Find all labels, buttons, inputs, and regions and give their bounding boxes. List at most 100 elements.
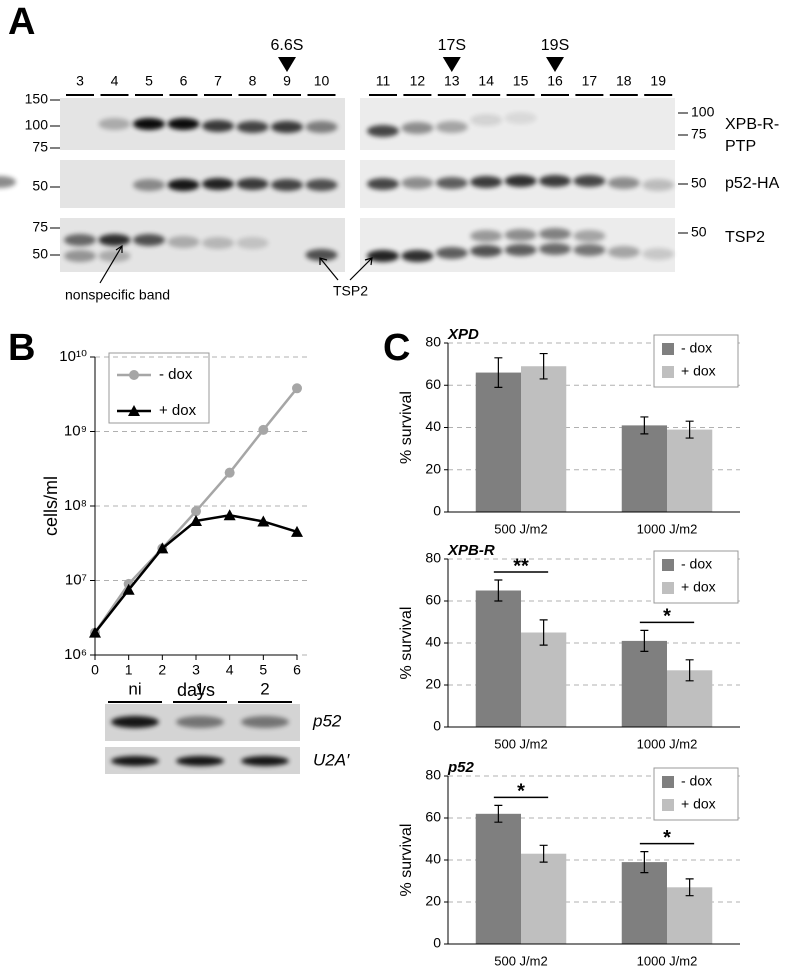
band: [573, 244, 606, 256]
bar: [621, 640, 667, 727]
mw-label: 50: [32, 246, 48, 262]
lane-number: 11: [376, 73, 391, 89]
legend-label: - dox: [159, 366, 193, 383]
mw-label: 50: [32, 178, 48, 194]
band: [236, 121, 269, 133]
x-tick-label: 1000 J/m2: [637, 736, 698, 751]
significance-label: *: [663, 827, 671, 849]
marker: [292, 383, 302, 394]
band: [470, 245, 503, 257]
lane-number: 9: [283, 73, 291, 89]
y-tick-label: 20: [425, 676, 441, 692]
chart-title: XPD: [447, 326, 479, 343]
y-tick-label: 60: [425, 809, 441, 825]
band: [98, 250, 131, 262]
sedimentation-arrow: [278, 57, 296, 72]
y-axis-label: % survival: [398, 607, 415, 680]
y-tick-label: 10¹⁰: [59, 348, 87, 365]
error-bar: [539, 352, 548, 380]
y-tick-label: 80: [425, 550, 441, 566]
y-tick-label: 40: [425, 634, 441, 650]
error-bar: [640, 629, 649, 652]
legend-label: + dox: [681, 796, 716, 812]
band: [573, 175, 606, 187]
panel-label: C: [383, 327, 410, 369]
lane-label: ni: [128, 679, 141, 698]
bar: [621, 425, 667, 512]
x-tick-label: 0: [91, 662, 99, 678]
significance-label: *: [517, 781, 525, 803]
legend-swatch: [662, 776, 674, 788]
arrows: [99, 244, 373, 284]
band: [642, 179, 675, 191]
band: [236, 237, 269, 249]
bar: [521, 632, 567, 727]
y-tick-label: 80: [425, 767, 441, 783]
band: [367, 250, 399, 262]
lane-number: 10: [314, 73, 330, 89]
band: [607, 177, 640, 189]
band: [167, 179, 200, 191]
x-tick-label: 500 J/m2: [494, 521, 547, 536]
sedimentation-label: 6.6S: [271, 37, 304, 54]
band: [241, 756, 289, 766]
band: [271, 121, 303, 133]
blot-label: p52-HA: [725, 175, 780, 192]
lane-number: 16: [547, 73, 563, 89]
lane-number: 6: [180, 73, 188, 89]
y-tick-label: 40: [425, 418, 441, 434]
error-bar: [685, 659, 694, 682]
error-bar: [640, 851, 649, 874]
lane-number: 15: [513, 73, 529, 89]
legend-swatch: [662, 343, 674, 355]
band: [64, 234, 96, 246]
y-tick-label: 0: [433, 718, 441, 734]
band: [367, 178, 399, 190]
band: [470, 230, 503, 242]
lane-number: 17: [582, 73, 598, 89]
sedimentation-arrow: [442, 57, 461, 72]
significance-label: *: [663, 606, 671, 628]
x-tick-label: 6: [293, 662, 301, 678]
error-bar: [539, 844, 548, 863]
bar: [667, 887, 713, 944]
band: [0, 176, 16, 188]
marker: [291, 525, 303, 537]
lane-label: 1: [195, 679, 204, 698]
band: [470, 114, 503, 126]
band: [241, 716, 289, 728]
marker: [190, 514, 202, 526]
mw-label: 100: [691, 104, 715, 120]
band: [133, 118, 165, 130]
blot-label: p52: [312, 711, 342, 730]
bar: [475, 372, 521, 512]
band: [167, 118, 200, 130]
band: [176, 716, 224, 728]
x-tick-label: 1000 J/m2: [637, 521, 698, 536]
y-axis-label: % survival: [398, 391, 415, 464]
legend-swatch: [662, 799, 674, 811]
band: [305, 121, 338, 133]
mw-label: 75: [691, 126, 707, 142]
y-tick-label: 10⁸: [64, 497, 87, 514]
legend-swatch: [662, 366, 674, 378]
band: [133, 234, 165, 246]
mw-label: 50: [691, 224, 707, 240]
band: [202, 237, 234, 249]
band: [642, 248, 675, 260]
band: [64, 250, 96, 262]
lane-number: 7: [214, 73, 222, 89]
band: [401, 250, 434, 262]
lane-number: 18: [616, 73, 632, 89]
chart-title: p52: [447, 759, 475, 776]
y-tick-label: 10⁹: [64, 422, 87, 439]
lane-number: 5: [145, 73, 153, 89]
band: [202, 178, 234, 190]
lane-label: 2: [260, 679, 269, 698]
y-tick-label: 0: [433, 503, 441, 519]
band: [539, 228, 571, 240]
y-tick-label: 0: [433, 935, 441, 951]
lane-number: 3: [76, 73, 84, 89]
band: [607, 246, 640, 258]
